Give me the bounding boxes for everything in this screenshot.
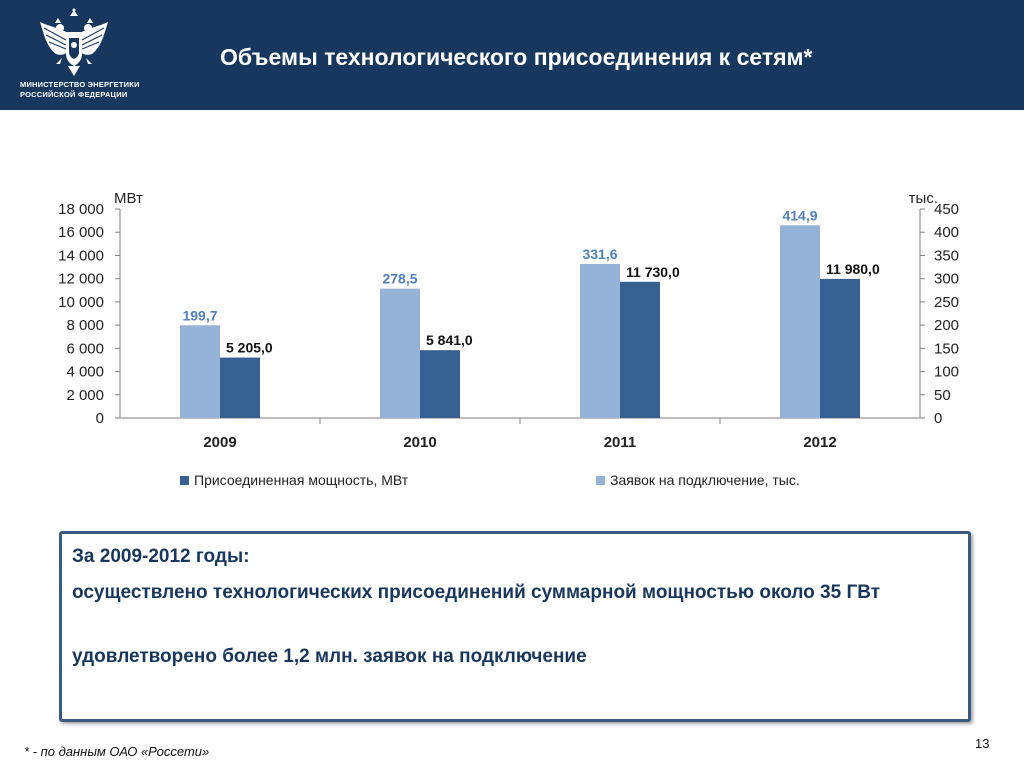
header-bar: МИНИСТЕРСТВО ЭНЕРГЕТИКИ РОССИЙСКОЙ ФЕДЕР… — [0, 0, 1024, 110]
page-title: Объемы технологического присоединения к … — [220, 44, 813, 70]
legend-swatch-power — [180, 475, 189, 485]
y-right-tick-label: 250 — [934, 294, 959, 311]
ministry-name-line1: МИНИСТЕРСТВО ЭНЕРГЕТИКИ — [20, 80, 140, 89]
y-right-tick-label: 200 — [934, 317, 959, 334]
bar-requests — [180, 325, 220, 418]
legend-item-requests: Заявок на подключение, тыс. — [596, 472, 800, 488]
data-label-power: 5 841,0 — [426, 332, 473, 348]
data-label-requests: 278,5 — [382, 271, 417, 287]
y-left-tick-label: 10 000 — [58, 294, 104, 311]
bar-requests — [380, 288, 420, 418]
legend-label-power: Присоединенная мощность, МВт — [194, 472, 409, 488]
y-left-unit-label: МВт — [114, 190, 143, 207]
y-left-tick-label: 18 000 — [58, 201, 104, 218]
data-label-requests: 414,9 — [782, 207, 817, 223]
y-left-tick-label: 14 000 — [58, 247, 104, 264]
data-label-power: 11 980,0 — [826, 261, 880, 277]
y-right-tick-label: 150 — [934, 340, 959, 357]
y-right-unit-label: тыс. — [909, 190, 938, 207]
y-left-tick-label: 4 000 — [66, 364, 104, 381]
page-number: 13 — [975, 736, 990, 751]
y-right-tick-label: 0 — [934, 410, 942, 427]
y-right-tick-label: 300 — [934, 271, 959, 288]
summary-box: За 2009-2012 годы: осуществлено технолог… — [59, 531, 971, 722]
y-right-tick-label: 100 — [934, 364, 959, 381]
summary-line-requests: удовлетворено более 1,2 млн. заявок на п… — [72, 646, 587, 667]
bar-requests — [580, 263, 620, 418]
ministry-name: МИНИСТЕРСТВО ЭНЕРГЕТИКИ РОССИЙСКОЙ ФЕДЕР… — [20, 80, 150, 100]
bar-requests — [780, 225, 820, 418]
y-right-tick-label: 450 — [934, 201, 959, 218]
y-left-tick-label: 0 — [96, 410, 104, 427]
data-label-power: 11 730,0 — [626, 264, 680, 280]
bar-chart: 0 2 000 4 000 6 000 8 000 10 000 12 000 14 000 1… — [58, 190, 959, 451]
y-right-tick-label: 50 — [934, 387, 951, 404]
summary-heading: За 2009-2012 годы: — [72, 546, 250, 567]
x-tick-label: 2011 — [604, 434, 637, 451]
y-right-tick-label: 350 — [934, 247, 959, 264]
summary-line-power: осуществлено технологических присоединен… — [72, 582, 881, 603]
x-tick-label: 2009 — [203, 434, 236, 451]
bar-power — [420, 350, 460, 418]
footnote: * - по данным ОАО «Россети» — [24, 744, 210, 759]
bar-power — [220, 357, 260, 418]
bar-power — [820, 278, 860, 418]
y-right-tick-label: 400 — [934, 224, 959, 241]
legend-label-requests: Заявок на подключение, тыс. — [610, 472, 800, 488]
double-headed-eagle-icon — [40, 8, 108, 76]
legend-item-power: Присоединенная мощность, МВт — [180, 472, 408, 488]
data-label-requests: 199,7 — [182, 307, 217, 323]
data-label-requests: 331,6 — [582, 246, 617, 262]
legend-swatch-requests — [596, 475, 605, 485]
x-tick-label: 2010 — [403, 434, 436, 451]
y-left-tick-label: 12 000 — [58, 271, 104, 288]
bar-power — [620, 281, 660, 418]
y-left-tick-label: 16 000 — [58, 224, 104, 241]
y-left-tick-label: 2 000 — [66, 387, 104, 404]
y-left-tick-label: 8 000 — [66, 317, 104, 334]
x-tick-label: 2012 — [803, 434, 836, 451]
ministry-name-line2: РОССИЙСКОЙ ФЕДЕРАЦИИ — [20, 90, 128, 99]
y-left-tick-label: 6 000 — [66, 340, 104, 357]
data-label-power: 5 205,0 — [226, 340, 273, 356]
